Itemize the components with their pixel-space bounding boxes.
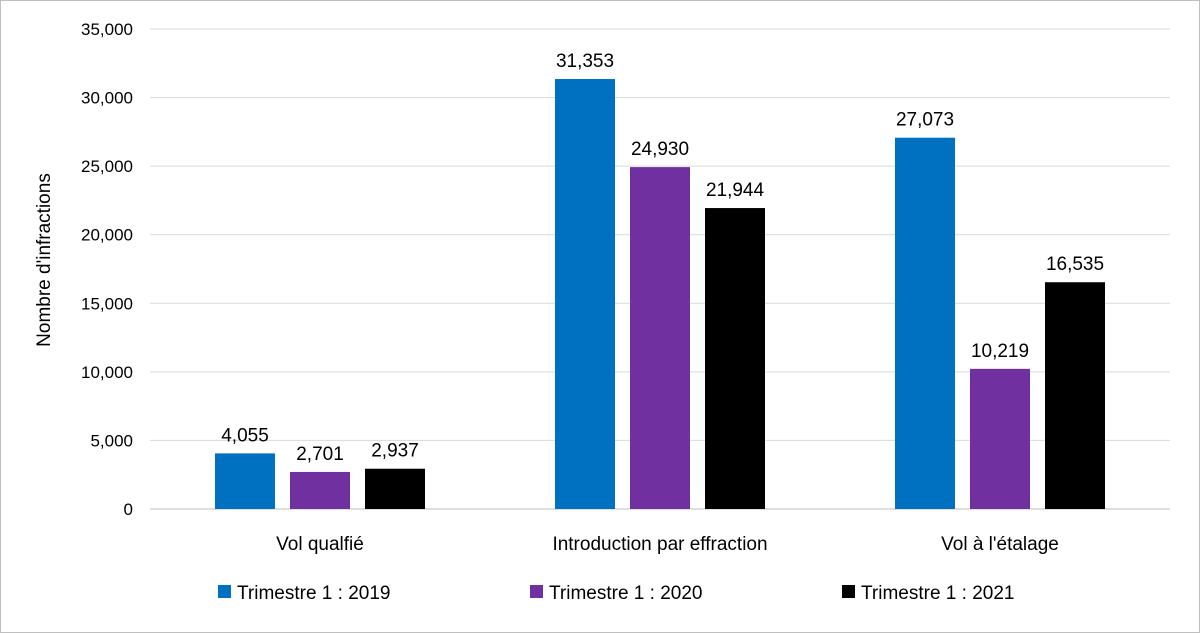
bar (215, 453, 275, 509)
bar (555, 79, 615, 510)
data-labels: 4,055 2,701 2,937 31,353 24,930 21,944 27,073 1… (221, 51, 1104, 465)
y-axis-ticks: 0 5,000 10,000 15,000 20,000 25,000 30,000 35,0… (81, 20, 133, 519)
legend-label: Trimestre 1 : 2019 (237, 583, 390, 604)
bar (895, 137, 955, 510)
y-tick-label: 10,000 (81, 363, 133, 382)
data-label: 2,701 (296, 444, 344, 465)
legend-swatch (842, 585, 855, 598)
legend-label: Trimestre 1 : 2020 (549, 583, 702, 604)
legend-swatch (218, 585, 231, 598)
y-tick-label: 15,000 (81, 294, 133, 313)
legend: Trimestre 1 : 2019 Trimestre 1 : 2020 Trim… (218, 583, 1014, 604)
y-tick-label: 5,000 (90, 431, 133, 450)
bar (630, 167, 690, 510)
x-category-label: Introduction par effraction (552, 534, 767, 555)
y-tick-label: 25,000 (81, 157, 133, 176)
data-label: 2,937 (371, 441, 419, 462)
data-label: 31,353 (556, 51, 614, 72)
bar (705, 208, 765, 509)
x-category-label: Vol à l'étalage (941, 534, 1059, 555)
bar (365, 468, 425, 509)
legend-swatch (530, 585, 543, 598)
bar (970, 368, 1030, 509)
y-tick-label: 0 (124, 500, 133, 519)
y-tick-label: 20,000 (81, 226, 133, 245)
bar (1045, 282, 1105, 509)
data-label: 27,073 (896, 110, 954, 131)
x-axis-categories: Vol qualfié Introduction par effraction Vo… (276, 534, 1059, 555)
y-axis-title: Nombre d'infractions (34, 173, 55, 347)
y-tick-label: 30,000 (81, 89, 133, 108)
data-label: 4,055 (221, 425, 269, 446)
data-label: 21,944 (706, 180, 765, 201)
bar (290, 471, 350, 509)
y-tick-label: 35,000 (81, 20, 133, 39)
data-label: 10,219 (971, 341, 1029, 362)
x-category-label: Vol qualfié (276, 534, 364, 555)
bars (215, 79, 1105, 510)
data-label: 16,535 (1046, 254, 1104, 275)
legend-label: Trimestre 1 : 2021 (861, 583, 1014, 604)
data-label: 24,930 (631, 139, 689, 160)
